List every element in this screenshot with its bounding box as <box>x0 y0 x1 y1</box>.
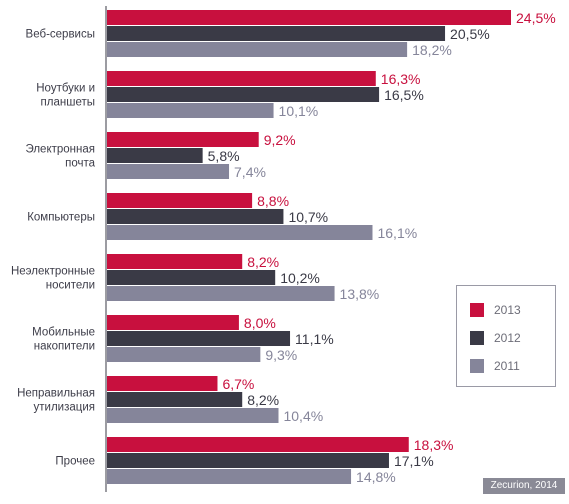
data-label-2011-5: 9,3% <box>265 347 297 363</box>
legend-label-2013: 2013 <box>494 303 521 317</box>
legend-swatch-2012 <box>470 331 484 345</box>
category-label-7-0: Прочее <box>55 456 95 468</box>
legend-label-2012: 2012 <box>494 331 521 345</box>
category-label-0-0: Веб-сервисы <box>26 29 95 41</box>
legend-swatch-2011 <box>470 359 484 373</box>
category-label-5-0: Мобильные <box>32 327 95 339</box>
data-label-2012-6: 8,2% <box>247 392 279 408</box>
bar-2011-2 <box>107 164 230 179</box>
data-label-2012-4: 10,2% <box>280 270 320 286</box>
bar-2013-2 <box>107 132 259 147</box>
data-label-2013-4: 8,2% <box>247 254 279 270</box>
bar-2013-1 <box>107 71 376 86</box>
bar-2013-5 <box>107 315 239 330</box>
bar-2011-3 <box>107 225 373 240</box>
data-label-2013-6: 6,7% <box>222 376 254 392</box>
category-label-5-1: накопители <box>34 341 95 353</box>
category-label-1-0: Ноутбуки и <box>36 83 95 95</box>
data-label-2012-5: 11,1% <box>295 331 334 347</box>
data-label-2013-2: 9,2% <box>264 132 296 148</box>
data-label-2013-5: 8,0% <box>244 315 276 331</box>
data-label-2011-6: 10,4% <box>283 408 323 424</box>
bar-2013-3 <box>107 193 253 208</box>
bar-2012-7 <box>107 453 389 468</box>
bar-2013-6 <box>107 376 218 391</box>
category-label-1-1: планшеты <box>41 97 95 109</box>
data-label-2013-0: 24,5% <box>516 10 556 26</box>
data-label-2011-7: 14,8% <box>356 469 396 485</box>
category-label-4-0: Неэлектронные <box>11 266 95 278</box>
data-label-2012-0: 20,5% <box>450 26 490 42</box>
bar-2011-7 <box>107 469 352 484</box>
bar-2012-3 <box>107 209 284 224</box>
data-label-2011-2: 7,4% <box>234 164 266 180</box>
category-label-6-1: утилизация <box>34 402 95 414</box>
legend: 2013 2012 2011 <box>456 285 556 387</box>
category-label-4-1: носители <box>46 280 95 292</box>
bar-2011-0 <box>107 42 408 57</box>
data-label-2013-1: 16,3% <box>381 71 421 87</box>
legend-item-2011: 2011 <box>470 359 520 373</box>
data-label-2013-7: 18,3% <box>414 437 454 453</box>
bar-2012-1 <box>107 87 380 102</box>
legend-item-2013: 2013 <box>470 303 521 317</box>
bar-2012-4 <box>107 270 276 285</box>
data-label-2011-3: 16,1% <box>377 225 417 241</box>
legend-label-2011: 2011 <box>494 359 520 373</box>
bar-2012-5 <box>107 331 291 346</box>
category-label-6-0: Неправильная <box>17 388 95 400</box>
bar-2012-6 <box>107 392 243 407</box>
data-label-2012-7: 17,1% <box>394 453 434 469</box>
data-label-2012-3: 10,7% <box>288 209 328 225</box>
data-label-2012-1: 16,5% <box>384 87 424 103</box>
data-label-2013-3: 8,8% <box>257 193 289 209</box>
category-label-3-0: Компьютеры <box>27 212 95 224</box>
bar-2012-2 <box>107 148 203 163</box>
legend-item-2012: 2012 <box>470 331 521 345</box>
data-label-2011-0: 18,2% <box>412 42 452 58</box>
source-credit: Zecurion, 2014 <box>483 478 565 494</box>
bar-2011-4 <box>107 286 335 301</box>
bar-2011-1 <box>107 103 274 118</box>
bar-2013-7 <box>107 437 409 452</box>
bar-2011-6 <box>107 408 279 423</box>
bar-2013-4 <box>107 254 243 269</box>
category-label-2-0: Электронная <box>25 144 95 156</box>
bar-2013-0 <box>107 10 511 25</box>
data-label-2011-4: 13,8% <box>340 286 380 302</box>
bar-2012-0 <box>107 26 446 41</box>
data-label-2012-2: 5,8% <box>208 148 240 164</box>
bar-2011-5 <box>107 347 261 362</box>
legend-swatch-2013 <box>470 303 484 317</box>
category-label-2-1: почта <box>65 158 95 170</box>
data-label-2011-1: 10,1% <box>279 103 319 119</box>
